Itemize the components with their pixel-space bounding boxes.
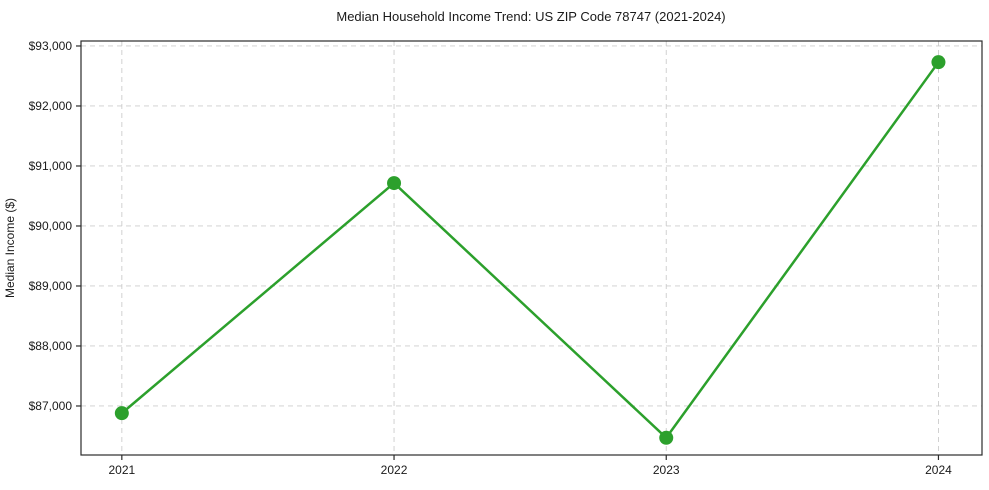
y-tick-label: $87,000: [29, 399, 73, 413]
chart-title: Median Household Income Trend: US ZIP Co…: [336, 9, 725, 24]
y-tick-label: $89,000: [29, 279, 73, 293]
x-tick-label: 2023: [653, 463, 680, 477]
trend-line: [120, 60, 940, 440]
y-tick-label: $91,000: [29, 159, 73, 173]
plot-border: [80, 40, 983, 456]
data-point-marker: [114, 406, 129, 421]
y-tick-label: $93,000: [29, 39, 73, 53]
y-axis-label: Median Income ($): [3, 198, 17, 298]
y-tick-label: $88,000: [29, 339, 73, 353]
y-tick-label: $90,000: [29, 219, 73, 233]
data-point-marker: [659, 430, 674, 445]
data-point-marker: [931, 55, 946, 70]
x-tick-label: 2024: [925, 463, 952, 477]
x-tick-label: 2021: [108, 463, 135, 477]
x-tick-label: 2022: [381, 463, 408, 477]
plot-area: $87,000 $88,000 $89,000 $90,000 $91,000 $92,0…: [29, 39, 983, 477]
data-point-marker: [387, 176, 402, 191]
y-tick-label: $92,000: [29, 99, 73, 113]
